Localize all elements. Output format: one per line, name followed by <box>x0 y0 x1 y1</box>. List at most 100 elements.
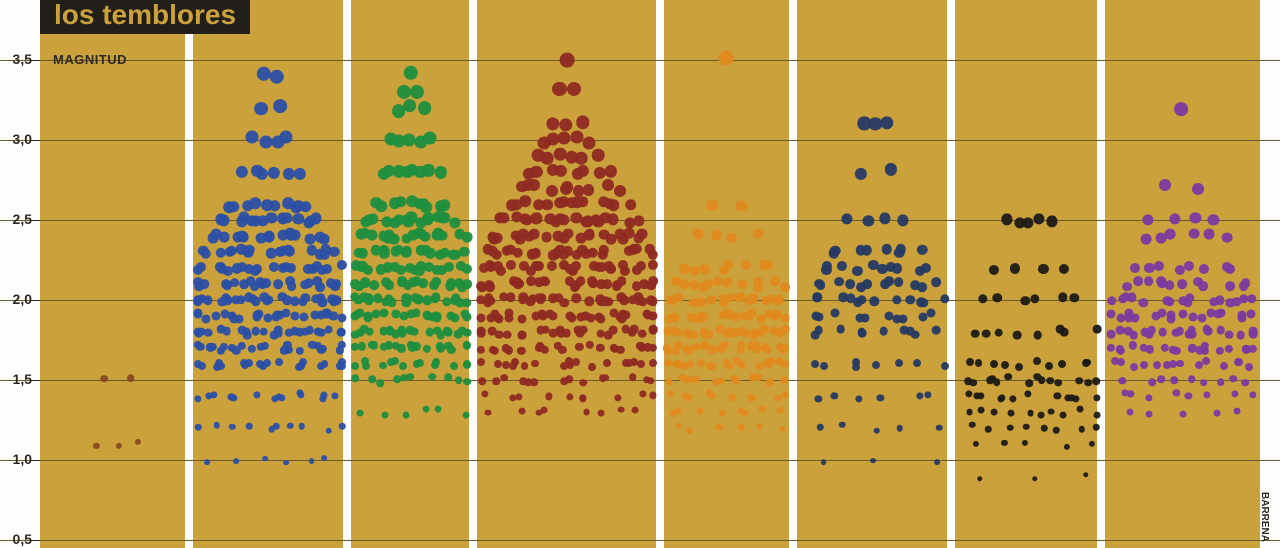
data-point <box>565 375 573 383</box>
data-point <box>313 276 323 286</box>
data-point <box>518 331 527 340</box>
data-point <box>1177 279 1187 289</box>
data-point <box>770 327 779 336</box>
data-point <box>671 313 680 322</box>
data-point <box>609 309 618 318</box>
plot-band <box>797 0 947 548</box>
data-point <box>618 406 625 413</box>
data-point <box>324 325 333 334</box>
data-point <box>872 361 880 369</box>
data-point <box>477 358 485 366</box>
data-point <box>454 330 463 339</box>
data-point <box>1093 424 1100 431</box>
data-point <box>1198 281 1208 291</box>
data-point <box>1246 309 1255 318</box>
data-point <box>504 313 513 322</box>
data-point <box>127 375 135 383</box>
data-point <box>1241 278 1251 288</box>
data-point <box>463 360 471 368</box>
data-point <box>583 184 595 196</box>
data-point <box>814 279 824 289</box>
data-point <box>446 312 455 321</box>
y-axis-label: 1,5 <box>2 371 32 387</box>
data-point <box>509 362 517 370</box>
data-point <box>781 360 789 368</box>
data-point <box>595 313 604 322</box>
data-point <box>602 279 612 289</box>
data-point <box>1198 314 1207 323</box>
data-point <box>941 362 949 370</box>
data-point <box>317 362 325 370</box>
data-point <box>246 131 259 144</box>
data-point <box>1178 309 1187 318</box>
data-point <box>1045 362 1053 370</box>
y-axis-label: 2,5 <box>2 211 32 227</box>
data-point <box>369 280 379 290</box>
data-point <box>1004 373 1012 381</box>
data-point <box>1158 328 1167 337</box>
data-point <box>753 282 763 292</box>
data-point <box>670 327 679 336</box>
data-point <box>1187 325 1196 334</box>
data-point <box>836 325 845 334</box>
data-point <box>1163 361 1171 369</box>
data-point <box>478 377 486 385</box>
data-point <box>1225 330 1234 339</box>
data-point <box>648 260 658 270</box>
data-point <box>299 313 308 322</box>
data-point <box>572 358 580 366</box>
data-point <box>725 362 733 370</box>
data-point <box>1164 228 1175 239</box>
data-point <box>222 327 231 336</box>
data-point <box>1188 376 1196 384</box>
data-point <box>311 311 320 320</box>
data-point <box>1175 102 1189 116</box>
data-point <box>879 327 888 336</box>
y-tick <box>32 300 40 301</box>
data-point <box>756 315 765 324</box>
data-point <box>643 310 652 319</box>
data-point <box>444 328 453 337</box>
data-point <box>337 328 346 337</box>
data-point <box>1053 427 1060 434</box>
data-point <box>1213 309 1222 318</box>
data-point <box>285 276 295 286</box>
data-point <box>485 409 492 416</box>
data-point <box>1079 426 1086 433</box>
data-point <box>713 276 723 286</box>
data-point <box>638 329 647 338</box>
data-point <box>896 425 903 432</box>
data-point <box>579 325 588 334</box>
y-axis-label: 2,0 <box>2 291 32 307</box>
data-point <box>1058 360 1066 368</box>
data-point <box>229 424 236 431</box>
data-point <box>1059 411 1066 418</box>
data-point <box>766 360 774 368</box>
data-point <box>518 408 525 415</box>
data-point <box>430 280 440 290</box>
data-point <box>781 325 790 334</box>
data-point <box>870 458 876 464</box>
data-point <box>637 228 648 239</box>
data-point <box>1126 409 1133 416</box>
data-point <box>331 279 341 289</box>
data-point <box>377 379 385 387</box>
y-tick <box>32 380 40 381</box>
data-point <box>559 232 570 243</box>
data-point <box>898 314 907 323</box>
data-point <box>309 458 315 464</box>
data-point <box>766 379 774 387</box>
data-point <box>834 277 844 287</box>
data-point <box>546 185 558 197</box>
data-point <box>717 377 725 385</box>
data-point <box>269 200 281 212</box>
data-point <box>249 197 261 209</box>
data-point <box>460 310 469 319</box>
data-point <box>1245 363 1253 371</box>
data-point <box>399 362 407 370</box>
data-point <box>283 460 289 466</box>
data-point <box>321 455 327 461</box>
data-point <box>615 185 627 197</box>
data-point <box>201 314 210 323</box>
data-point <box>531 360 539 368</box>
